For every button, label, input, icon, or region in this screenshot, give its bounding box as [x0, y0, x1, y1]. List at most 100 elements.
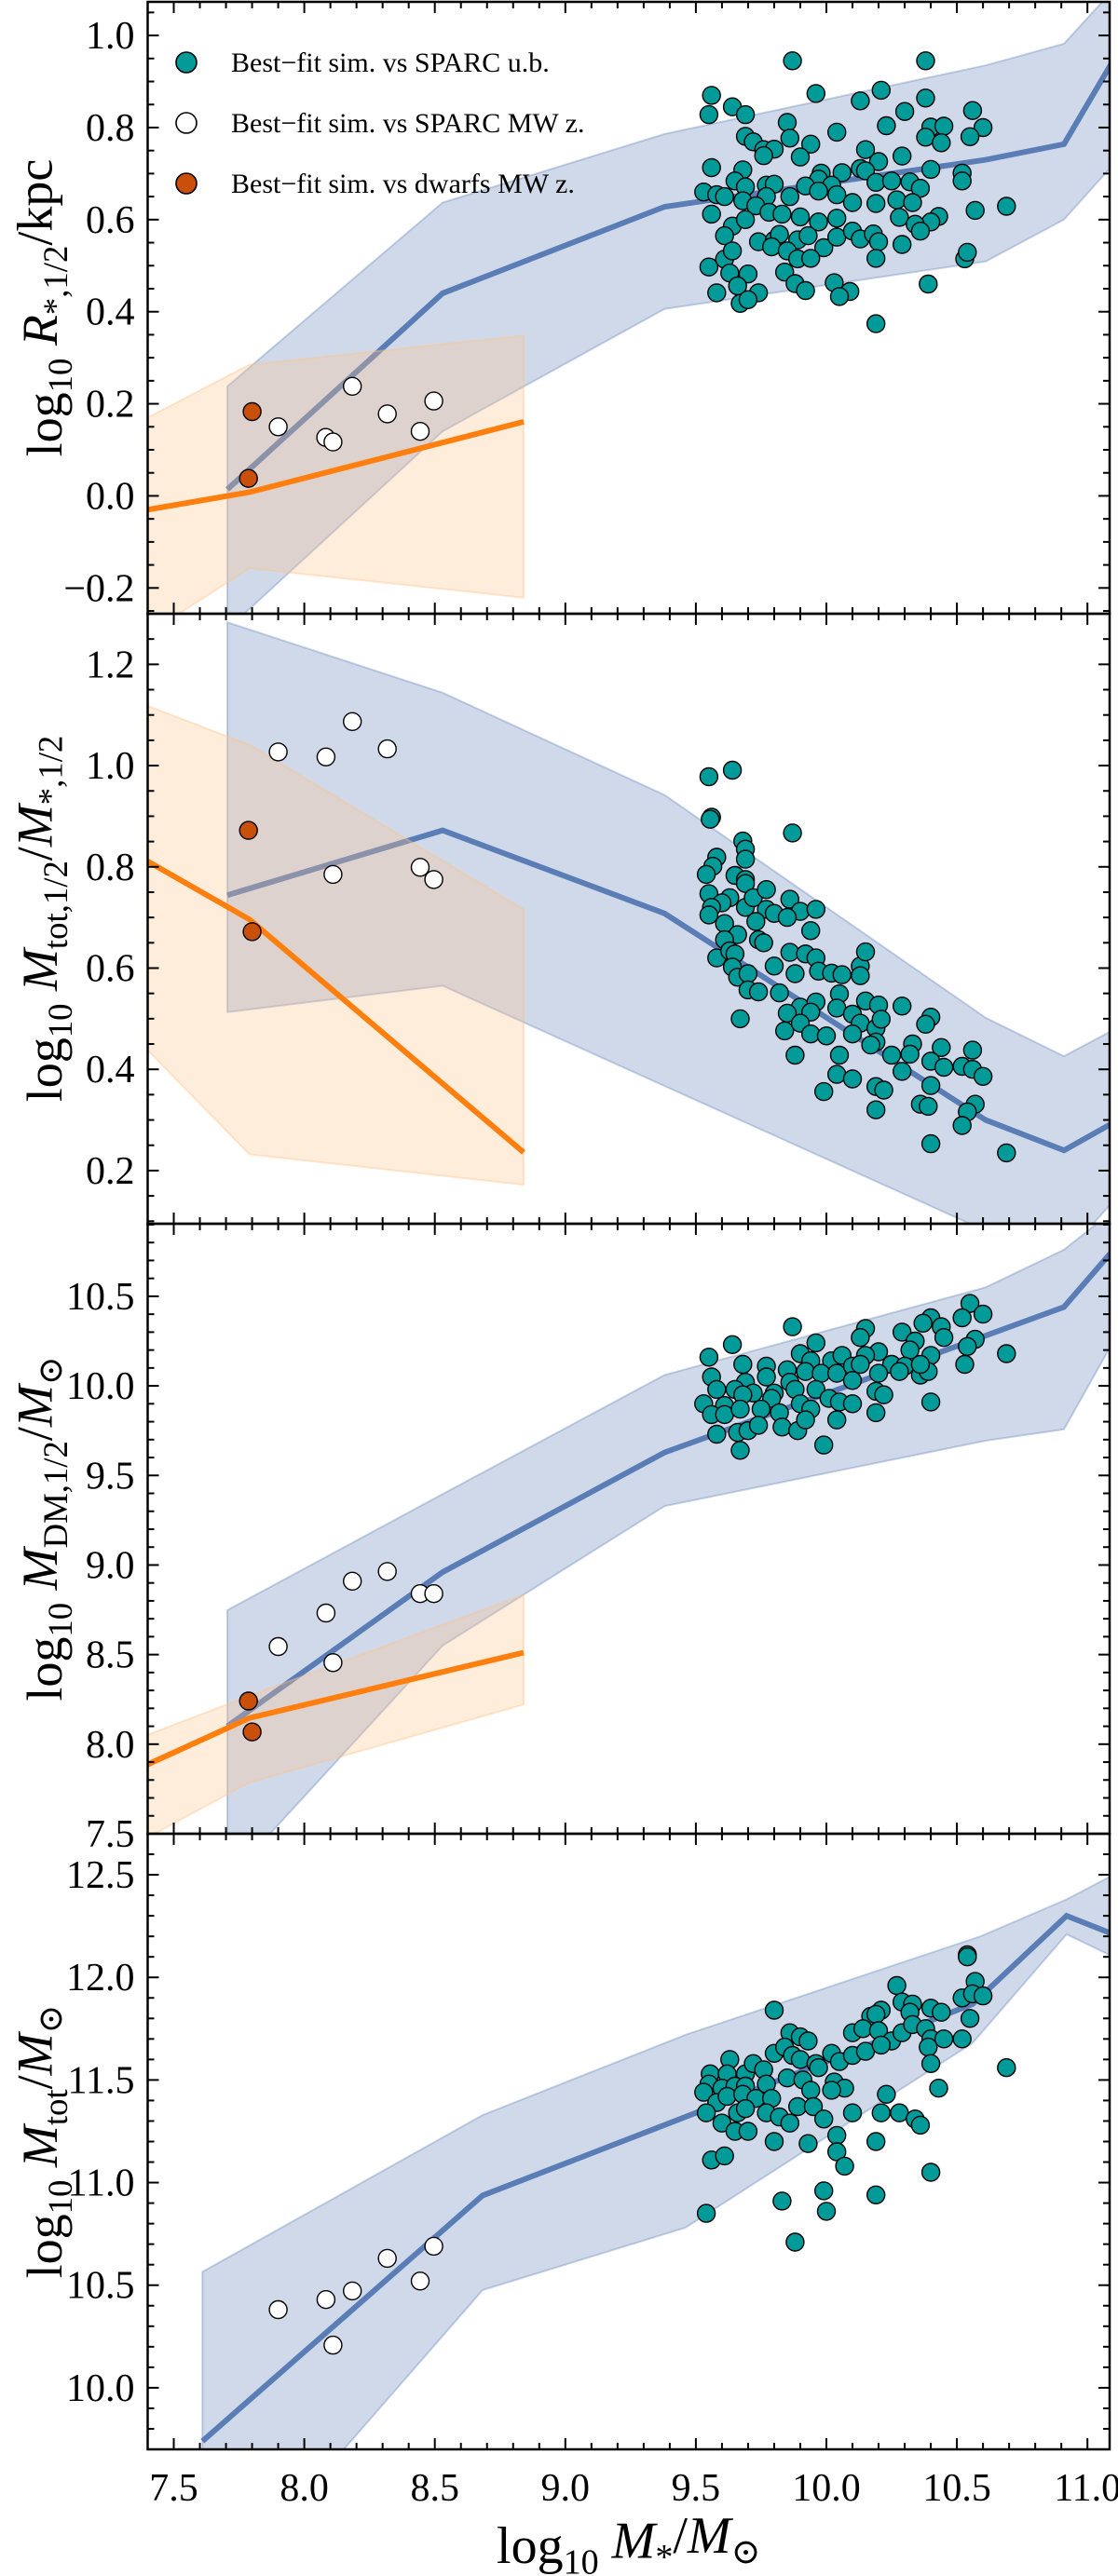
label-part: *,1/2 [32, 736, 70, 805]
point-sparc-ub [738, 264, 758, 284]
point-sparc-ub [798, 225, 818, 246]
point-sparc-mw [424, 870, 443, 889]
point-sparc-ub [827, 184, 847, 205]
label-part: log [17, 392, 73, 456]
point-sparc-ub [696, 864, 716, 885]
point-sparc-ub [962, 101, 983, 120]
point-sparc-ub [827, 209, 847, 228]
point-sparc-ub [842, 1371, 863, 1390]
point-sparc-mw [323, 432, 343, 452]
point-sparc-ub [814, 1435, 834, 1455]
point-sparc-ub [746, 912, 766, 931]
label-part: log [17, 2214, 73, 2278]
label-part: ⊙ [32, 2005, 70, 2034]
point-sparc-ub [832, 163, 852, 183]
point-sparc-ub [715, 2146, 734, 2166]
point-sparc-ub [801, 921, 821, 941]
legend-label: Best−fit sim. vs SPARC MW z. [231, 108, 585, 139]
point-sparc-ub [890, 2103, 909, 2122]
point-sparc-ub [780, 129, 799, 148]
point-sparc-mw [410, 422, 430, 441]
label-part: M [7, 802, 63, 847]
point-sparc-ub [707, 1424, 727, 1444]
point-sparc-ub [842, 193, 863, 212]
point-sparc-mw [410, 858, 430, 877]
blue-median-line [226, 827, 1110, 1154]
point-sparc-ub [893, 146, 912, 166]
point-sparc-ub [973, 1304, 993, 1324]
label-part: /kpc [7, 159, 63, 246]
point-sparc-mw [268, 2299, 288, 2320]
point-sparc-ub [777, 2068, 798, 2088]
point-sparc-ub [764, 956, 784, 976]
point-sparc-ub [814, 2181, 834, 2201]
x-tick-label: 8.5 [410, 2467, 459, 2510]
point-sparc-ub [809, 2057, 828, 2078]
point-sparc-ub [722, 1335, 743, 1355]
y-tick-label: 10.5 [66, 1276, 135, 1319]
point-sparc-ub [934, 1327, 954, 1348]
label-part: / [7, 847, 63, 861]
point-sparc-ub [785, 964, 805, 983]
point-sparc-mw [377, 404, 397, 424]
point-sparc-ub [772, 1417, 792, 1437]
label-part: / [7, 2075, 63, 2089]
point-sparc-ub [842, 2103, 863, 2122]
y-tick-label: 12.0 [66, 1957, 135, 2000]
point-sparc-ub [851, 1354, 870, 1375]
point-sparc-ub [796, 1362, 815, 1381]
point-sparc-ub [958, 1946, 977, 1967]
point-sparc-ub [733, 1354, 753, 1375]
point-sparc-ub [699, 257, 719, 277]
label-part: ⊙ [731, 2533, 761, 2572]
point-sparc-ub [997, 2057, 1016, 2078]
point-sparc-ub [827, 1064, 847, 1084]
point-sparc-ub [932, 2002, 951, 2022]
y-tick-label: 1.0 [86, 745, 135, 788]
point-sparc-ub [785, 1045, 805, 1065]
point-sparc-ub [780, 942, 799, 962]
legend-marker [175, 172, 198, 195]
point-sparc-ub [780, 186, 799, 207]
point-sparc-ub [822, 2081, 841, 2100]
point-sparc-ub [809, 212, 828, 232]
point-sparc-ub [920, 2054, 941, 2074]
point-sparc-ub [783, 1317, 802, 1336]
point-sparc-ub [868, 1363, 889, 1383]
point-sparc-ub [934, 116, 954, 136]
point-sparc-mw [343, 2281, 362, 2301]
point-sparc-mw [424, 2236, 443, 2257]
point-sparc-ub [762, 237, 782, 257]
point-sparc-ub [696, 2103, 716, 2122]
point-sparc-ub [803, 2096, 824, 2117]
point-sparc-ub [829, 1045, 850, 1065]
label-part: M [687, 2507, 734, 2565]
point-sparc-ub [829, 287, 850, 306]
label-part: 10 [41, 359, 79, 393]
label-part: M [12, 2122, 68, 2180]
point-sparc-ub [735, 104, 756, 125]
point-sparc-ub [790, 147, 811, 167]
point-sparc-ub [754, 145, 773, 166]
point-sparc-ub [893, 1062, 912, 1081]
y-tick-label: 11.5 [68, 2059, 135, 2102]
point-sparc-ub [738, 290, 758, 309]
point-sparc-ub [973, 1986, 993, 2006]
point-sparc-ub [955, 1354, 975, 1375]
point-sparc-mw [377, 1562, 397, 1581]
point-sparc-ub [827, 122, 847, 142]
legend-label: Best−fit sim. vs dwarfs MW z. [231, 169, 575, 199]
point-sparc-ub [960, 2009, 980, 2028]
point-sparc-ub [893, 1322, 912, 1342]
point-sparc-ub [699, 766, 719, 787]
point-sparc-ub [832, 965, 852, 984]
point-sparc-ub [827, 2125, 847, 2146]
x-tick-label: 9.0 [541, 2467, 591, 2510]
point-sparc-ub [735, 2098, 756, 2119]
point-sparc-ub [722, 760, 743, 780]
point-sparc-ub [910, 1354, 931, 1375]
point-sparc-ub [827, 2142, 847, 2162]
point-sparc-ub [920, 159, 941, 180]
